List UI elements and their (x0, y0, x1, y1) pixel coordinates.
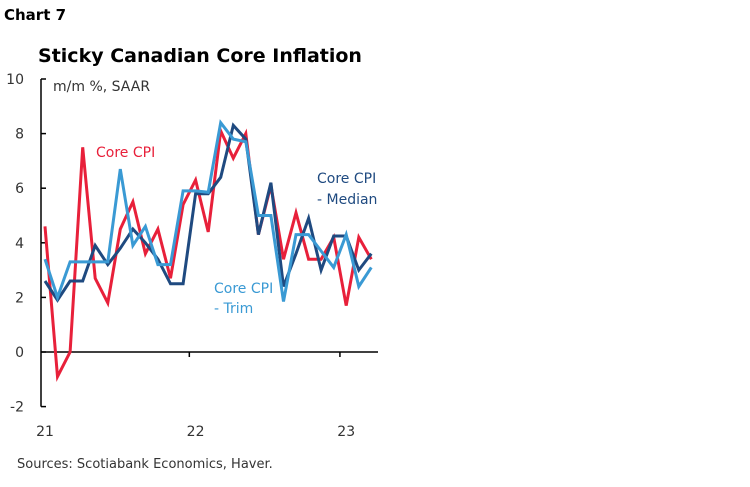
chart-title: Sticky Canadian Core Inflation (38, 45, 362, 67)
series-line-2 (43, 119, 373, 303)
axes: 10 8 6 4 2 0 -2 21 22 23 (6, 72, 378, 440)
x-tick-label: 21 (36, 424, 54, 440)
series-label-line2: - Trim (214, 301, 253, 317)
y-tick-label: 10 (6, 72, 24, 88)
series-label-median: Core CPI - Median (317, 171, 377, 208)
y-tick-label: 6 (15, 181, 24, 197)
y-tick-label: 0 (15, 345, 24, 361)
x-tick-label: 22 (187, 424, 205, 440)
series-label-trim: Core CPI - Trim (214, 281, 273, 317)
series-label-line1: Core CPI (214, 281, 273, 297)
y-tick-label: 8 (15, 127, 24, 143)
y-tick-label: -2 (10, 400, 24, 416)
y-tick-label: 4 (15, 236, 24, 252)
series-label-line1: Core CPI (317, 171, 376, 187)
series-label-core-cpi: Core CPI (96, 145, 155, 161)
unit-label: m/m %, SAAR (53, 79, 150, 95)
x-tick-label: 23 (337, 424, 355, 440)
sources-note: Sources: Scotiabank Economics, Haver. (17, 457, 273, 472)
series-lines (43, 119, 373, 382)
y-tick-label: 2 (15, 290, 24, 306)
series-label-line2: - Median (317, 192, 377, 208)
chart-number: Chart 7 (4, 6, 66, 24)
series-label: Core CPI (96, 145, 155, 161)
